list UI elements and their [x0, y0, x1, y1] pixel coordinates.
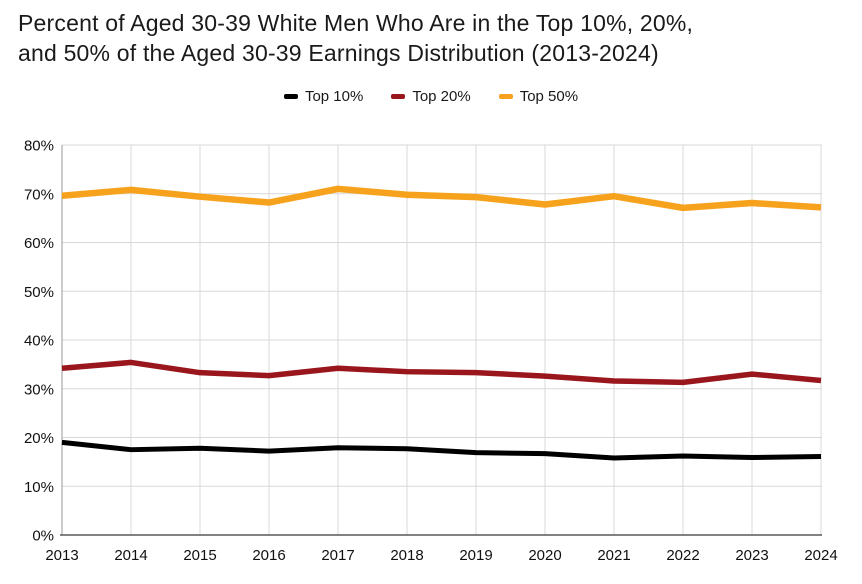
x-tick-label: 2013	[45, 547, 78, 564]
x-tick-label: 2022	[666, 547, 699, 564]
y-tick-label: 60%	[24, 235, 54, 252]
legend-label-top-10: Top 10%	[304, 88, 364, 105]
legend-label-top-50: Top 50%	[519, 88, 579, 105]
y-tick-label: 10%	[24, 479, 54, 496]
x-tick-label: 2017	[321, 547, 354, 564]
chart-svg: 0%10%20%30%40%50%60%70%80%2013 2014 2015 20…	[24, 138, 838, 565]
x-tick-label: 2021	[597, 547, 630, 564]
y-tick-label: 0%	[32, 528, 54, 545]
line-chart: 0% 10% 20% 30% 40% 50% 60% 70% 80% 2013 2014 2015 20…	[0, 130, 862, 584]
series-line-top-20-	[61, 359, 822, 386]
x-tick-label: 2014	[114, 547, 147, 564]
legend-swatch-top-10-icon	[283, 94, 298, 99]
x-tick-label: 2018	[390, 547, 423, 564]
x-tick-label: 2019	[459, 547, 492, 564]
x-tick-label: 2020	[528, 547, 561, 564]
y-tick-label: 80%	[24, 138, 54, 155]
legend-label-top-20: Top 20%	[412, 88, 471, 105]
x-tick-label: 2016	[252, 547, 285, 564]
x-tick-label: 2023	[735, 547, 768, 564]
chart-title-line-1: Percent of Aged 30-39 White Men Who Are …	[18, 10, 694, 36]
series-line-top-50-	[61, 185, 822, 212]
x-tick-label: 2015	[183, 547, 216, 564]
vertical-gridlines	[130, 145, 822, 535]
legend-item-top-20: Top 20%	[391, 88, 471, 105]
y-tick-label: 50%	[24, 284, 54, 301]
y-tick-label: 30%	[24, 381, 54, 398]
chart-title-line-2: and 50% of the Aged 30-39 Earnings Distr…	[18, 40, 659, 66]
legend-swatch-top-50-icon	[498, 94, 513, 99]
y-tick-label: 70%	[24, 186, 54, 203]
chart-legend: Top 10% Top 20% Top 50%	[0, 88, 862, 105]
legend-swatch-top-20-icon	[391, 94, 406, 99]
y-tick-label: 40%	[24, 333, 54, 350]
x-axis-tick-labels: 2013 2014 2015 2016 2017 2018 2019 2020 2021 2022…	[45, 547, 837, 564]
series-line-top-10-	[61, 439, 822, 461]
y-axis-tick-labels: 0% 10% 20% 30% 40% 50% 60% 70% 80%	[24, 138, 54, 545]
y-tick-label: 20%	[24, 430, 54, 447]
chart-title: Percent of Aged 30-39 White Men Who Are …	[18, 8, 838, 68]
legend-item-top-50: Top 50%	[498, 88, 579, 105]
legend-item-top-10: Top 10%	[283, 88, 364, 105]
x-tick-label: 2024	[804, 547, 837, 564]
